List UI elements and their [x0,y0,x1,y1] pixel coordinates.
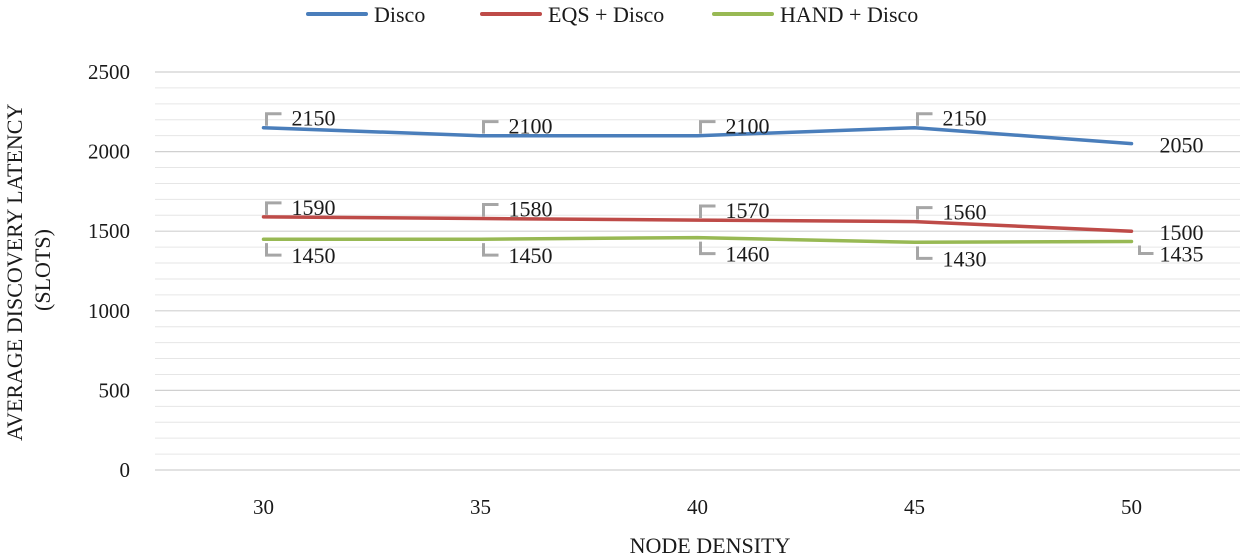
legend-label: HAND + Disco [780,2,918,27]
x-tick-label: 35 [470,495,491,519]
label-leader [482,202,499,217]
x-tick-label: 30 [253,495,274,519]
data-label: 2050 [1160,133,1204,158]
y-axis-ticks: 0 500 1000 1500 2000 2500 [88,60,130,482]
legend-label: EQS + Disco [548,2,664,27]
y-axis-title-line2: (SLOTS) [30,229,55,311]
legend-label: Disco [374,2,425,27]
label-leader [699,241,716,256]
data-label: 1450 [509,243,553,268]
data-label: 2150 [292,106,336,131]
gridlines [155,71,1240,471]
series-line-3 [261,235,1134,245]
x-tick-label: 45 [904,495,925,519]
data-label: 1430 [943,246,987,271]
data-label: 2100 [726,114,770,139]
y-tick-label: 2500 [88,60,130,84]
data-label: 2100 [509,114,553,139]
y-tick-label: 1500 [88,219,130,243]
x-tick-label: 40 [687,495,708,519]
label-leader [265,201,282,215]
series-line-2 [261,215,1134,233]
data-label: 1580 [509,196,553,221]
series-line-1 [261,125,1134,146]
label-leader [482,243,499,257]
label-leader [699,204,716,219]
data-label: 1560 [943,200,987,225]
y-tick-label: 1000 [88,299,130,323]
data-label: 1435 [1160,242,1204,267]
y-axis-title: AVERAGE DISCOVERY LATENCY (SLOTS) [2,99,55,441]
label-leader [265,243,282,257]
y-axis-title-line1: AVERAGE DISCOVERY LATENCY [2,104,27,441]
x-axis-title: NODE DENSITY [630,533,791,558]
legend: Disco EQS + Disco HAND + Disco [306,2,918,27]
y-tick-label: 2000 [88,140,130,164]
data-label: 1450 [292,243,336,268]
data-label: 2150 [943,106,987,131]
y-tick-label: 0 [120,458,131,482]
x-axis-ticks: 30 35 40 45 50 [253,495,1142,519]
x-tick-label: 50 [1121,495,1142,519]
label-leader [699,120,716,134]
data-label: 1460 [726,242,770,267]
label-leader [916,246,933,260]
label-leader [265,112,282,126]
y-tick-label: 500 [99,378,131,402]
label-leader [482,120,499,134]
label-leader [916,206,933,220]
data-label: 1570 [726,198,770,223]
data-labels: 2150 2100 2100 2150 2050 1590 1580 1570 1560 1500… [265,106,1204,271]
series-lines [261,125,1134,245]
data-label: 1500 [1160,220,1204,245]
data-label: 1590 [292,195,336,220]
label-leader [1138,245,1154,256]
label-leader [916,112,933,126]
